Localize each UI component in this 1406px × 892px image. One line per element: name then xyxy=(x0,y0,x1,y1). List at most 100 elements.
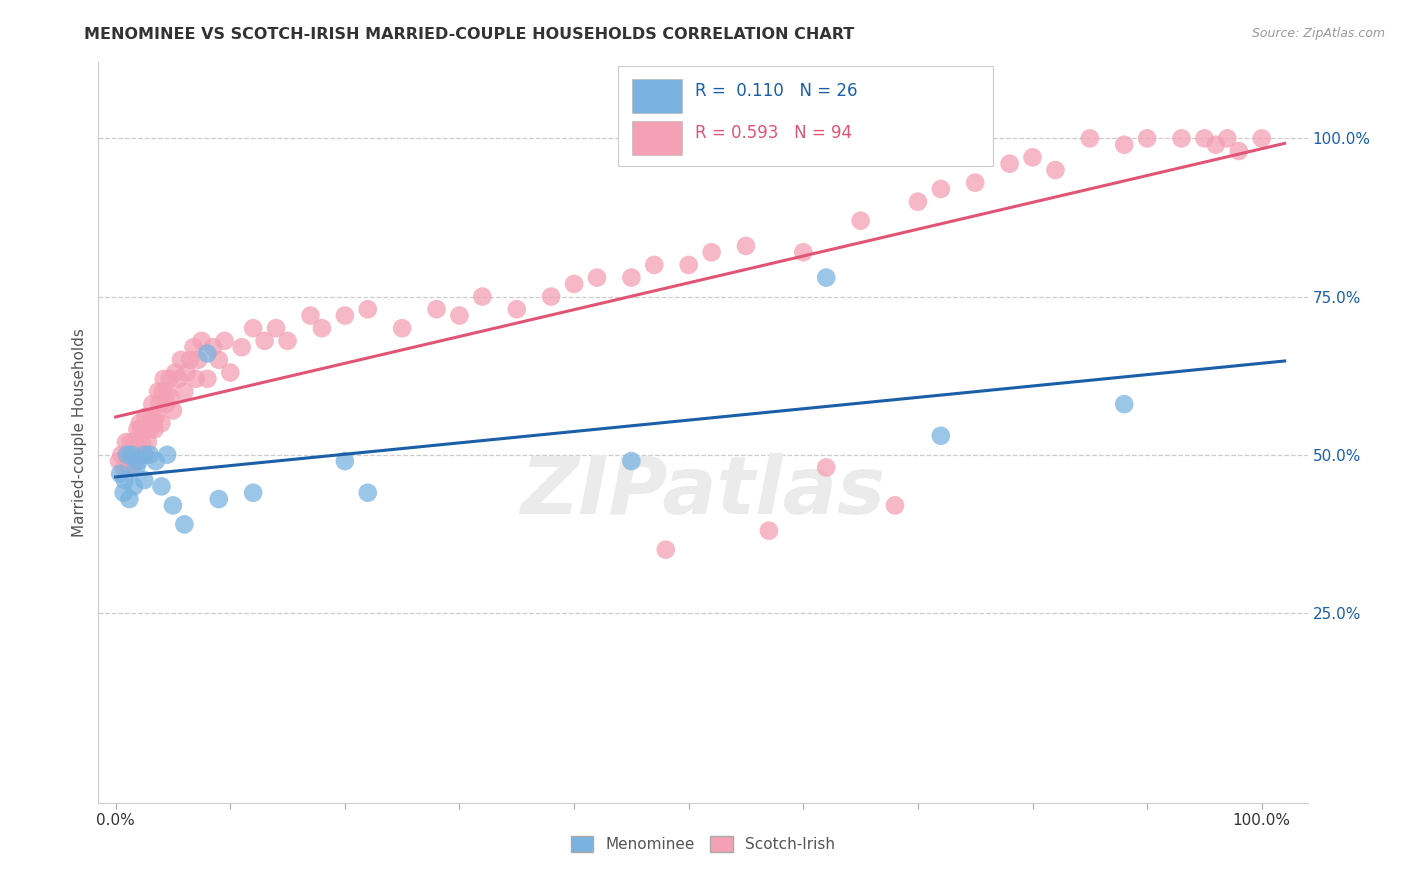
Point xyxy=(907,194,929,209)
Point xyxy=(159,372,181,386)
Point xyxy=(170,352,193,367)
Point xyxy=(125,460,148,475)
Point xyxy=(162,403,184,417)
Point xyxy=(131,435,153,450)
Point xyxy=(190,334,212,348)
Point xyxy=(173,384,195,399)
Point xyxy=(1114,137,1136,152)
Point xyxy=(655,542,678,557)
Point xyxy=(202,340,225,354)
Point xyxy=(173,517,195,532)
Point xyxy=(506,302,529,317)
Point xyxy=(700,245,723,260)
Point xyxy=(219,366,242,380)
Point xyxy=(148,397,170,411)
Point xyxy=(195,346,218,360)
Point xyxy=(231,340,253,354)
Point xyxy=(165,366,187,380)
Point xyxy=(1078,131,1101,145)
Point xyxy=(136,435,159,450)
Point xyxy=(143,422,166,436)
Point xyxy=(139,409,162,424)
Point xyxy=(264,321,287,335)
Point xyxy=(121,460,143,475)
Point xyxy=(391,321,413,335)
Point xyxy=(121,448,143,462)
Point xyxy=(139,448,162,462)
Point xyxy=(134,409,156,424)
Point xyxy=(162,499,184,513)
Point xyxy=(124,435,146,450)
Point xyxy=(115,435,138,450)
Point xyxy=(620,454,643,468)
Point xyxy=(108,467,131,481)
Point xyxy=(134,473,156,487)
Point xyxy=(758,524,780,538)
Point xyxy=(122,448,145,462)
Point xyxy=(1216,131,1239,145)
Point xyxy=(735,239,758,253)
Point xyxy=(114,473,136,487)
Point xyxy=(815,270,838,285)
Point xyxy=(1045,163,1067,178)
Point xyxy=(333,309,356,323)
Point xyxy=(179,352,201,367)
Point xyxy=(277,334,299,348)
Point xyxy=(145,409,167,424)
Point xyxy=(792,245,814,260)
Point xyxy=(1227,144,1250,158)
Point xyxy=(562,277,585,291)
Point xyxy=(884,499,907,513)
Point xyxy=(1114,397,1136,411)
Point xyxy=(128,448,150,462)
Point xyxy=(1205,137,1227,152)
Point xyxy=(311,321,333,335)
Point xyxy=(357,485,380,500)
Point xyxy=(242,321,264,335)
Text: Source: ZipAtlas.com: Source: ZipAtlas.com xyxy=(1251,27,1385,40)
Point xyxy=(167,372,190,386)
Point xyxy=(242,485,264,500)
FancyBboxPatch shape xyxy=(631,78,682,113)
Point xyxy=(586,270,609,285)
Point xyxy=(965,176,987,190)
Point xyxy=(120,435,142,450)
Point xyxy=(118,460,141,475)
Point xyxy=(155,397,177,411)
Point xyxy=(929,182,952,196)
Point xyxy=(1136,131,1159,145)
Point xyxy=(678,258,700,272)
Point xyxy=(1021,150,1043,164)
Point xyxy=(145,454,167,468)
Point xyxy=(643,258,665,272)
Legend: Menominee, Scotch-Irish: Menominee, Scotch-Irish xyxy=(564,830,842,858)
Point xyxy=(135,422,157,436)
Point xyxy=(150,416,173,430)
Point xyxy=(115,448,138,462)
Point xyxy=(929,429,952,443)
Point xyxy=(108,454,131,468)
Point xyxy=(183,340,205,354)
Text: ZIPatlas: ZIPatlas xyxy=(520,453,886,531)
Point xyxy=(128,416,150,430)
FancyBboxPatch shape xyxy=(631,120,682,154)
Point xyxy=(156,384,179,399)
Point xyxy=(152,372,174,386)
Point xyxy=(176,366,198,380)
FancyBboxPatch shape xyxy=(619,66,993,166)
Point xyxy=(141,397,163,411)
Point xyxy=(998,157,1021,171)
Point xyxy=(139,422,162,436)
Point xyxy=(214,334,236,348)
Y-axis label: Married-couple Households: Married-couple Households xyxy=(72,328,87,537)
Point xyxy=(815,460,838,475)
Point xyxy=(195,372,218,386)
Point xyxy=(1194,131,1216,145)
Text: MENOMINEE VS SCOTCH-IRISH MARRIED-COUPLE HOUSEHOLDS CORRELATION CHART: MENOMINEE VS SCOTCH-IRISH MARRIED-COUPLE… xyxy=(84,27,855,42)
Point xyxy=(134,448,156,462)
Point xyxy=(146,384,169,399)
Point xyxy=(129,422,152,436)
Point xyxy=(1250,131,1272,145)
Point xyxy=(184,372,207,386)
Point xyxy=(208,491,231,506)
